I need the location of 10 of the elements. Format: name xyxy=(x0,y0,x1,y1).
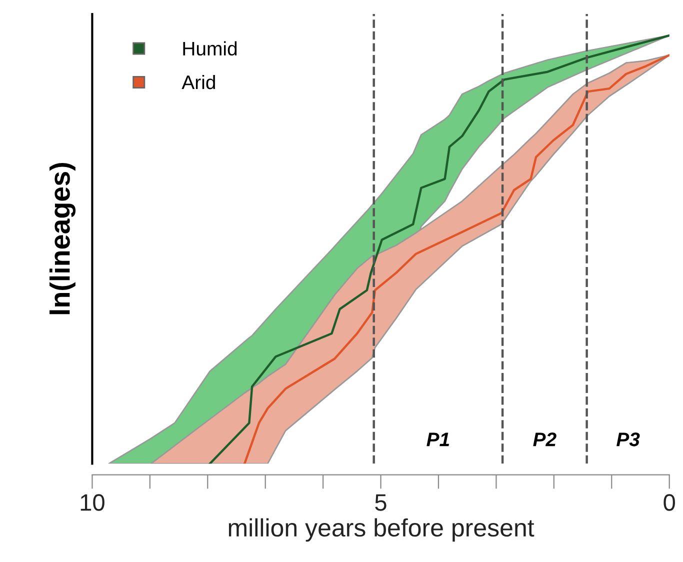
x-axis-title: million years before present xyxy=(228,518,534,542)
x-tick-label: 10 xyxy=(80,494,104,511)
legend-label: Humid xyxy=(183,41,237,56)
x-tick-label: 5 xyxy=(375,494,386,511)
annotation: P3 xyxy=(616,432,640,446)
y-axis-title: ln(lineages) xyxy=(50,163,76,314)
x-tick-label: 0 xyxy=(664,494,675,511)
annotation: P1 xyxy=(426,432,450,446)
annotation: P2 xyxy=(533,432,556,446)
legend-label: Arid xyxy=(182,74,215,90)
